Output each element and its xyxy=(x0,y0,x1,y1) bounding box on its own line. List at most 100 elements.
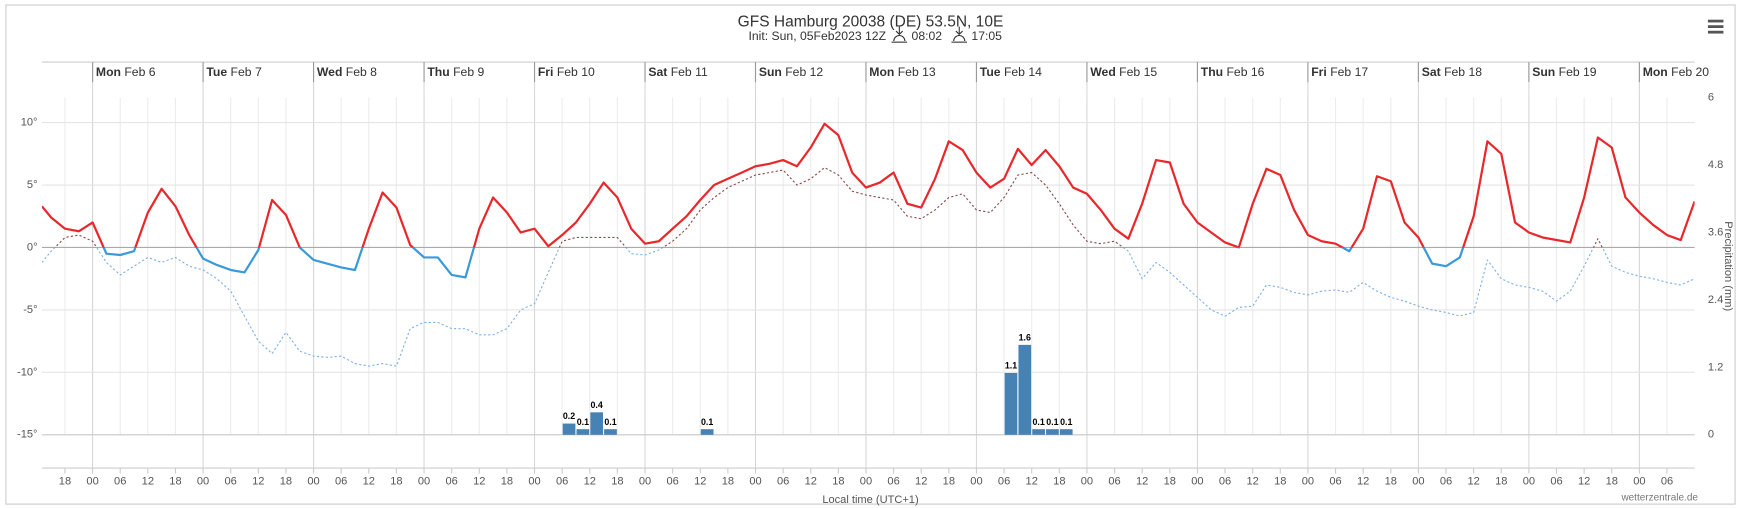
day-date: Feb 16 xyxy=(1226,65,1264,79)
day-date: Feb 10 xyxy=(557,65,595,79)
day-date: Feb 13 xyxy=(898,65,936,79)
day-date: Feb 7 xyxy=(231,65,262,79)
x-tick-label: 06 xyxy=(445,475,457,487)
precip-bar xyxy=(1004,372,1018,435)
day-date: Feb 9 xyxy=(453,65,484,79)
x-tick-label: 18 xyxy=(59,475,71,487)
x-tick-label: 12 xyxy=(1357,475,1369,487)
day-weekday: Tue xyxy=(980,65,1001,79)
x-tick-label: 18 xyxy=(1274,475,1286,487)
precip-label: 0.1 xyxy=(1046,417,1058,427)
y2-tick-label: 3.6 xyxy=(1708,226,1723,238)
day-weekday: Sat xyxy=(1422,65,1441,79)
y-tick-label: 0° xyxy=(27,241,38,253)
day-label: Fri Feb 10 xyxy=(538,65,595,79)
x-tick-label: 12 xyxy=(473,475,485,487)
x-tick-label: 12 xyxy=(1136,475,1148,487)
x-tick-label: 00 xyxy=(1633,475,1645,487)
sunrise-time: 08:02 xyxy=(912,29,943,43)
y-tick-label: -15° xyxy=(17,429,37,441)
precip-bar xyxy=(1018,344,1032,435)
day-weekday: Sun xyxy=(1532,65,1555,79)
x-tick-label: 06 xyxy=(1219,475,1231,487)
x-tick-label: 00 xyxy=(970,475,982,487)
x-tick-label: 12 xyxy=(1467,475,1479,487)
x-tick-label: 12 xyxy=(1578,475,1590,487)
precip-label: 0.2 xyxy=(563,411,575,421)
x-tick-label: 18 xyxy=(390,475,402,487)
x-tick-label: 18 xyxy=(280,475,292,487)
precip-label: 0.1 xyxy=(604,417,616,427)
day-weekday: Thu xyxy=(427,65,449,79)
x-tick-label: 00 xyxy=(197,475,209,487)
y2-tick-label: 4.8 xyxy=(1708,159,1723,171)
day-date: Feb 20 xyxy=(1671,65,1709,79)
y-tick-label: 10° xyxy=(21,117,38,129)
day-date: Feb 15 xyxy=(1119,65,1157,79)
day-weekday: Mon xyxy=(1643,65,1668,79)
day-weekday: Tue xyxy=(206,65,227,79)
precip-label: 0.1 xyxy=(1032,417,1044,427)
x-tick-label: 00 xyxy=(1081,475,1093,487)
precip-bar xyxy=(1059,429,1073,435)
y2-tick-label: 1.2 xyxy=(1708,361,1723,373)
day-weekday: Fri xyxy=(1311,65,1327,79)
x-tick-label: 00 xyxy=(86,475,98,487)
sunset-icon xyxy=(951,26,967,43)
y-tick-label: -5° xyxy=(23,304,37,316)
day-date: Feb 18 xyxy=(1444,65,1482,79)
y-tick-label: 5° xyxy=(27,179,38,191)
precip-bar xyxy=(590,412,604,435)
x-tick-label: 00 xyxy=(418,475,430,487)
x-tick-label: 12 xyxy=(584,475,596,487)
precip-label: 1.6 xyxy=(1019,333,1031,343)
x-tick-label: 00 xyxy=(749,475,761,487)
day-label: Fri Feb 17 xyxy=(1311,65,1368,79)
day-weekday: Thu xyxy=(1201,65,1223,79)
day-label: Thu Feb 16 xyxy=(1201,65,1265,79)
x-tick-label: 18 xyxy=(943,475,955,487)
day-label: Mon Feb 13 xyxy=(869,65,936,79)
day-label: Mon Feb 6 xyxy=(96,65,156,79)
chart-title: GFS Hamburg 20038 (DE) 53.5N, 10E xyxy=(738,13,1004,30)
x-tick-label: 06 xyxy=(1661,475,1673,487)
day-weekday: Sun xyxy=(759,65,782,79)
x-tick-label: 00 xyxy=(860,475,872,487)
y2-tick-label: 0 xyxy=(1708,429,1714,441)
day-label: Sun Feb 19 xyxy=(1532,65,1597,79)
precip-bar xyxy=(576,429,590,435)
day-label: Mon Feb 20 xyxy=(1643,65,1710,79)
x-tick-label: 18 xyxy=(1053,475,1065,487)
x-tick-label: 06 xyxy=(556,475,568,487)
x-tick-label: 18 xyxy=(832,475,844,487)
day-date: Feb 11 xyxy=(671,65,708,79)
x-tick-label: 06 xyxy=(1550,475,1562,487)
x-tick-label: 18 xyxy=(722,475,734,487)
credit: wetterzentrale.de xyxy=(1620,493,1698,504)
precip-label: 0.1 xyxy=(577,417,589,427)
x-tick-label: 00 xyxy=(307,475,319,487)
day-weekday: Mon xyxy=(869,65,894,79)
day-label: Sun Feb 12 xyxy=(759,65,824,79)
y2-axis-title: Precipitation (mm) xyxy=(1722,221,1734,311)
precip-label: 0.1 xyxy=(1060,417,1072,427)
x-tick-label: 06 xyxy=(114,475,126,487)
chart-frame xyxy=(5,4,1736,505)
day-date: Feb 14 xyxy=(1004,65,1042,79)
day-label: Wed Feb 15 xyxy=(1090,65,1157,79)
precip-bar xyxy=(1032,429,1045,435)
day-date: Feb 6 xyxy=(124,65,155,79)
day-weekday: Mon xyxy=(96,65,121,79)
menu-button[interactable] xyxy=(1707,19,1724,34)
sunrise-icon xyxy=(891,26,908,43)
day-date: Feb 17 xyxy=(1330,65,1368,79)
x-tick-label: 18 xyxy=(1385,475,1397,487)
x-tick-label: 06 xyxy=(1329,475,1341,487)
precip-label: 0.4 xyxy=(591,400,603,410)
x-tick-label: 12 xyxy=(805,475,817,487)
x-tick-label: 12 xyxy=(142,475,154,487)
day-date: Feb 8 xyxy=(346,65,377,79)
x-tick-label: 06 xyxy=(666,475,678,487)
day-label: Sat Feb 18 xyxy=(1422,65,1483,79)
